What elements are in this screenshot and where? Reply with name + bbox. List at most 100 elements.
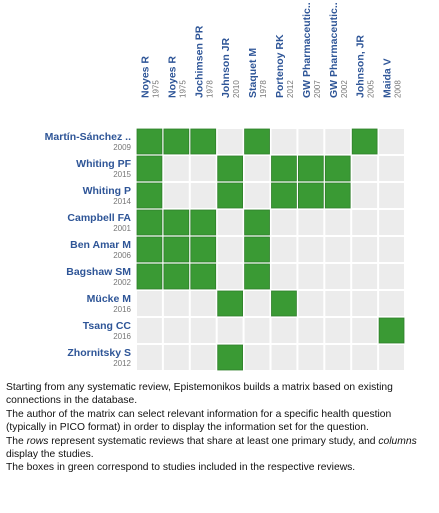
emphasis: columns [378,435,417,447]
matrix-cell [136,209,163,236]
matrix-cell [271,155,297,182]
matrix-cell [271,345,297,370]
column-year: 1978 [259,80,268,98]
matrix-cell [325,318,351,343]
column-name: Staquet M [247,48,259,98]
matrix-cell [137,345,162,370]
matrix-cell [324,182,351,209]
row-name: Whiting PF [76,158,131,170]
row-year: 2016 [113,305,131,314]
matrix-cell [379,210,404,235]
column-year: 2008 [394,80,403,98]
row-year: 2014 [113,197,131,206]
matrix-cell [298,264,324,289]
matrix-cell [298,129,324,154]
column-name: Noyes R [166,56,178,98]
column-name: Portenoy RK [274,34,286,98]
matrix-cell [217,129,243,154]
row-name: Martín-Sánchez .. [45,131,131,143]
matrix-cell [325,237,351,262]
caption-paragraph: The rows represent systematic reviews th… [6,435,434,462]
column-name: Noyes R [139,56,151,98]
matrix-cell [190,345,216,370]
matrix-cell [190,128,217,155]
row-year: 2016 [113,332,131,341]
matrix-cell [190,263,217,290]
matrix-cell [217,155,243,182]
matrix-cell [379,183,404,208]
column-year: 2012 [286,80,295,98]
matrix-cell [190,209,217,236]
matrix-cell [325,345,351,370]
column-year: 2002 [340,80,349,98]
matrix-cell [271,237,297,262]
column-name: Jochimsen PR [193,25,205,98]
matrix-cell [298,291,324,316]
row-name: Zhornitsky S [67,347,131,359]
matrix-cell [298,237,324,262]
matrix-cell [352,264,378,289]
matrix-cell [163,236,190,263]
matrix-cell [271,290,297,317]
matrix-cell [163,128,190,155]
matrix-cell [352,237,378,262]
matrix-cell [271,182,297,209]
caption-text: represent systematic reviews that share … [48,435,379,447]
matrix-cell [297,182,324,209]
matrix-cell [352,156,378,181]
matrix-cell [271,129,297,154]
caption: Starting from any systematic review, Epi… [6,381,434,475]
matrix-cell [244,128,270,155]
matrix-cell [163,291,189,316]
matrix-cell [163,263,190,290]
matrix-cell [271,264,297,289]
matrix-cell [137,318,162,343]
matrix-cell [163,183,189,208]
matrix-cell [217,264,243,289]
matrix-cell [217,344,243,371]
column-year: 2010 [232,80,241,98]
matrix-cell [190,291,216,316]
matrix-cell [379,345,404,370]
matrix-cell [352,183,378,208]
caption-paragraph: The boxes in green correspond to studies… [6,461,434,474]
matrix-cell [379,129,404,154]
matrix-cell [271,318,297,343]
caption-text: Starting from any systematic review, Epi… [6,382,393,407]
matrix-cell [352,291,378,316]
matrix-cell [352,210,378,235]
caption-text: The author of the matrix can select rele… [6,408,392,434]
emphasis: rows [26,435,49,447]
matrix-cell [244,156,270,181]
matrix-cell [351,128,378,155]
row-year: 2001 [113,224,131,233]
matrix-cell [244,291,270,316]
matrix-cell [136,155,163,182]
matrix-cell [244,345,270,370]
matrix-cell [190,236,217,263]
matrix-cell [136,263,163,290]
matrix-cell [379,291,404,316]
column-name: Johnson, JR [355,35,367,98]
column-year: 1978 [205,80,214,98]
row-name: Tsang CC [83,320,132,332]
matrix-cell [325,129,351,154]
row-year: 2009 [113,143,131,152]
matrix-cell [244,263,270,290]
matrix-cell [324,155,351,182]
matrix-cell [163,209,190,236]
matrix-cell [136,128,163,155]
row-year: 2012 [113,359,131,368]
matrix-cell [378,317,405,344]
matrix-cell [137,291,162,316]
column-name: GW Pharmaceutic.. [328,2,340,98]
caption-text: The boxes in green correspond to studies… [6,462,356,474]
column-year: 1975 [151,80,160,98]
caption-text: The [6,435,27,447]
column-year: 2007 [313,80,322,98]
matrix-cell [136,236,163,263]
row-year: 2006 [113,251,131,260]
matrix-cell [217,318,243,343]
matrix-cell [352,318,378,343]
column-name: Johnson JR [220,37,232,98]
